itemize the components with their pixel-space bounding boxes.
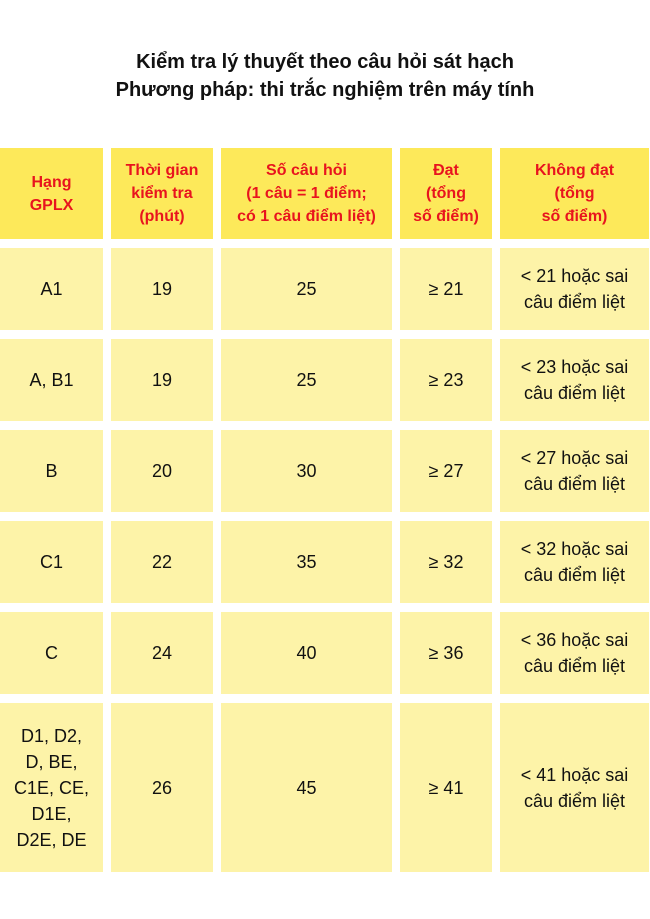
cell-pass-score: ≥ 27 — [400, 430, 492, 512]
cell-duration: 22 — [111, 521, 213, 603]
title-line-2: Phương pháp: thi trắc nghiệm trên máy tí… — [115, 79, 535, 101]
header-license-class: Hạng GPLX — [0, 148, 103, 239]
cell-duration: 26 — [111, 703, 213, 872]
cell-question-count: 30 — [221, 430, 392, 512]
cell-fail-criteria: < 36 hoặc sai câu điểm liệt — [500, 612, 649, 694]
cell-duration: 19 — [111, 339, 213, 421]
header-pass-score: Đạt (tổng số điểm) — [400, 148, 492, 239]
cell-fail-criteria: < 41 hoặc sai câu điểm liệt — [500, 703, 649, 872]
cell-pass-score: ≥ 23 — [400, 339, 492, 421]
cell-license-class: D1, D2, D, BE, C1E, CE, D1E, D2E, DE — [0, 703, 103, 872]
cell-pass-score: ≥ 36 — [400, 612, 492, 694]
title-line-1: Kiểm tra lý thuyết theo câu hỏi sát hạch — [136, 51, 514, 73]
header-fail-criteria: Không đạt (tổng số điểm) — [500, 148, 649, 239]
cell-question-count: 40 — [221, 612, 392, 694]
exam-table: Hạng GPLX Thời gian kiểm tra (phút) Số câu… — [0, 148, 649, 872]
cell-license-class: C1 — [0, 521, 103, 603]
cell-fail-criteria: < 27 hoặc sai câu điểm liệt — [500, 430, 649, 512]
cell-duration: 20 — [111, 430, 213, 512]
header-duration: Thời gian kiểm tra (phút) — [111, 148, 213, 239]
cell-license-class: A1 — [0, 248, 103, 330]
cell-question-count: 25 — [221, 339, 392, 421]
cell-pass-score: ≥ 41 — [400, 703, 492, 872]
cell-fail-criteria: < 32 hoặc sai câu điểm liệt — [500, 521, 649, 603]
cell-question-count: 45 — [221, 703, 392, 872]
header-question-count: Số câu hỏi (1 câu = 1 điểm; có 1 câu điể… — [221, 148, 392, 239]
cell-question-count: 25 — [221, 248, 392, 330]
cell-fail-criteria: < 23 hoặc sai câu điểm liệt — [500, 339, 649, 421]
cell-duration: 19 — [111, 248, 213, 330]
cell-question-count: 35 — [221, 521, 392, 603]
cell-fail-criteria: < 21 hoặc sai câu điểm liệt — [500, 248, 649, 330]
cell-duration: 24 — [111, 612, 213, 694]
cell-license-class: C — [0, 612, 103, 694]
page-title: Kiểm tra lý thuyết theo câu hỏi sát hạch… — [0, 48, 650, 104]
cell-pass-score: ≥ 21 — [400, 248, 492, 330]
cell-pass-score: ≥ 32 — [400, 521, 492, 603]
cell-license-class: B — [0, 430, 103, 512]
cell-license-class: A, B1 — [0, 339, 103, 421]
